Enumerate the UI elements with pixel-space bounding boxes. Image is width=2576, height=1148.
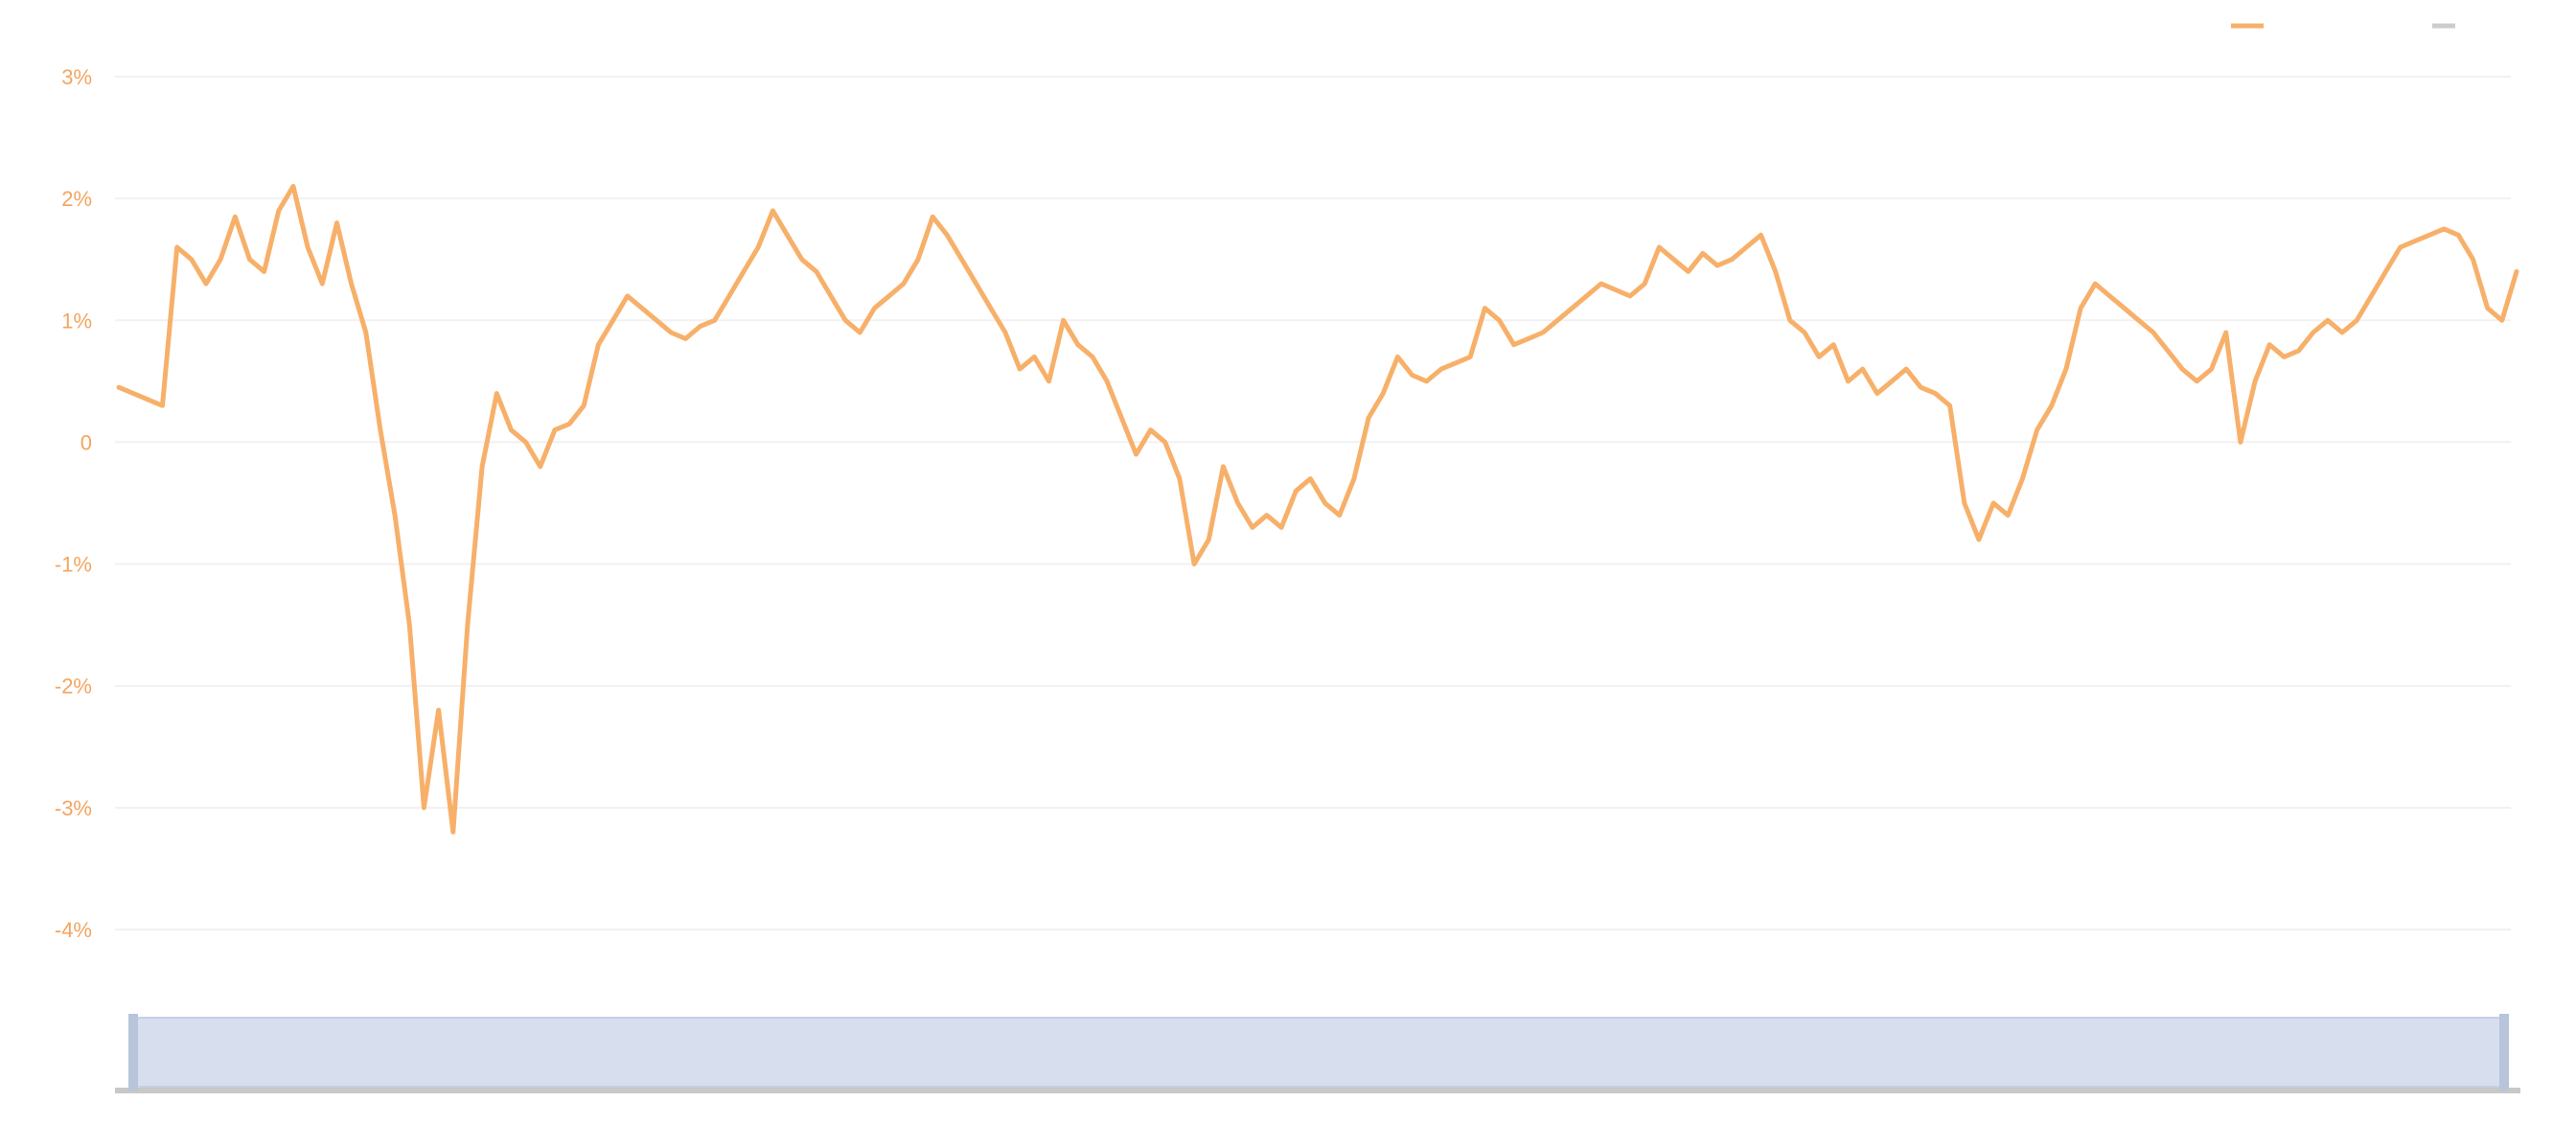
y-tick-label: -4% bbox=[55, 918, 92, 942]
y-tick-label: 1% bbox=[61, 309, 92, 333]
data-zoom-handle-left[interactable] bbox=[128, 1014, 138, 1091]
y-tick-label: 2% bbox=[61, 187, 92, 211]
y-axis-ticks: 3% 2% 1% 0 -1% -2% -3% -4% bbox=[55, 65, 92, 942]
y-tick-label: 0 bbox=[80, 430, 92, 454]
series-line bbox=[116, 183, 2519, 835]
data-zoom-handle-right[interactable] bbox=[2499, 1014, 2509, 1091]
grid-lines bbox=[115, 76, 2511, 930]
series-group bbox=[116, 183, 2519, 835]
y-tick-label: -3% bbox=[55, 796, 92, 820]
data-zoom-slider[interactable] bbox=[115, 1014, 2520, 1093]
data-zoom-track[interactable] bbox=[135, 1017, 2504, 1088]
y-tick-label: 3% bbox=[61, 65, 92, 89]
y-tick-label: -2% bbox=[55, 675, 92, 699]
y-tick-label: -1% bbox=[55, 553, 92, 577]
